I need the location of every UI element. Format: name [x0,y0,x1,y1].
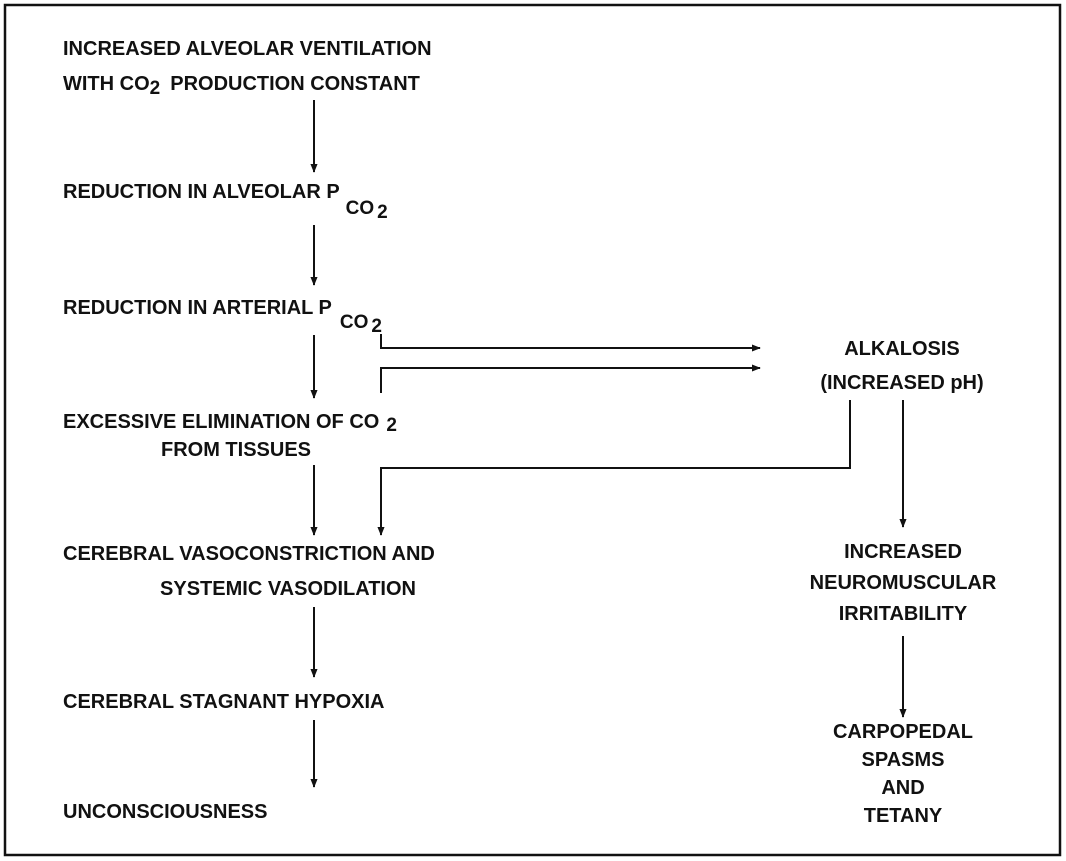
node-text: INCREASED ALVEOLAR VENTILATION [63,38,432,60]
node-text: CEREBRAL STAGNANT HYPOXIA [63,691,385,713]
node-text: TETANY [864,805,943,827]
arrows [310,100,907,788]
node-text: AND [881,777,924,799]
node-text: ALKALOSIS [844,338,960,360]
node-text: EXCESSIVE ELIMINATION OF CO 2 [63,411,397,436]
node-text: FROM TISSUES [161,439,311,461]
node-text: CARPOPEDAL [833,721,973,743]
node-text: WITH CO2 PRODUCTION CONSTANT [63,73,420,99]
arrow [380,334,761,352]
node-text: INCREASED [844,541,962,563]
node-text: SPASMS [862,749,945,771]
node-text: IRRITABILITY [839,603,968,625]
node-text: UNCONSCIOUSNESS [63,801,267,823]
arrow [377,400,851,536]
node-text: SYSTEMIC VASODILATION [160,578,416,600]
node-text: NEUROMUSCULAR [810,572,997,594]
node-text: REDUCTION IN ARTERIAL PCO 2 [63,297,382,337]
frame [3,3,1062,857]
node-text: (INCREASED pH) [820,372,983,394]
node-text: CEREBRAL VASOCONSTRICTION AND [63,543,435,565]
arrow [380,364,761,393]
node-text: REDUCTION IN ALVEOLAR PCO 2 [63,181,388,223]
